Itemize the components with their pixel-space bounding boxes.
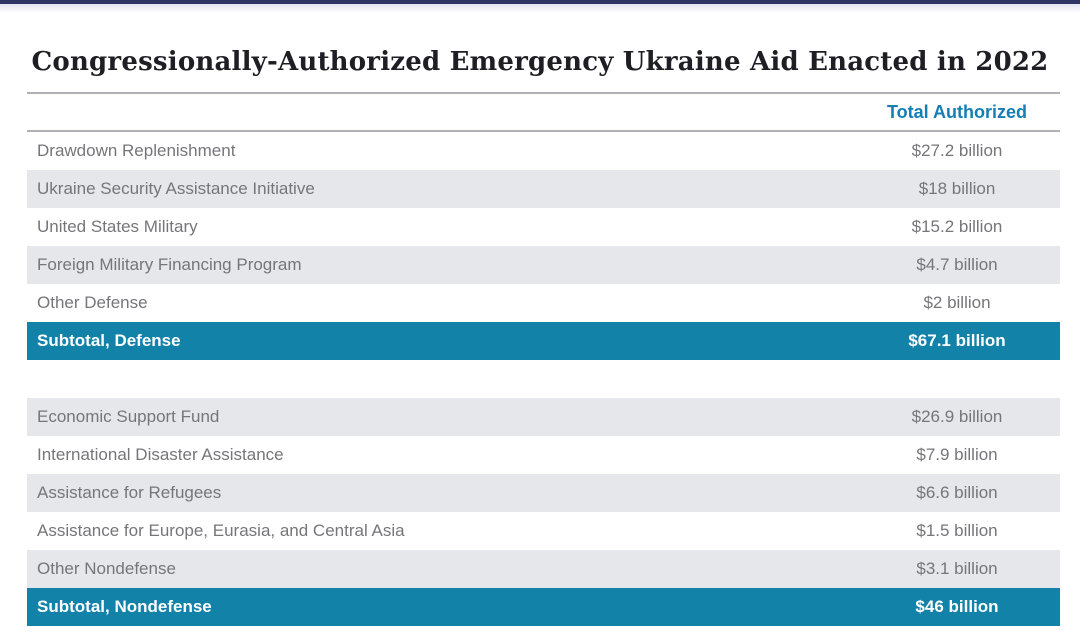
subtotal-label: Subtotal, Defense <box>37 331 181 350</box>
table-header-row: Total Authorized <box>27 92 1060 132</box>
table-row: International Disaster Assistance $7.9 b… <box>27 436 1060 474</box>
subtotal-value: $46 billion <box>915 597 999 616</box>
row-label: Drawdown Replenishment <box>37 141 236 160</box>
row-value: $15.2 billion <box>911 217 1003 236</box>
row-label: International Disaster Assistance <box>37 445 284 464</box>
row-label: Economic Support Fund <box>37 407 220 426</box>
row-value: $4.7 billion <box>916 255 998 274</box>
table-row: Other Nondefense $3.1 billion <box>27 550 1060 588</box>
row-label: Foreign Military Financing Program <box>37 255 302 274</box>
row-value: $1.5 billion <box>916 521 998 540</box>
page-title: Congressionally-Authorized Emergency Ukr… <box>31 47 1049 77</box>
row-value: $26.9 billion <box>911 407 1003 426</box>
subtotal-nondefense-row: Subtotal, Nondefense $46 billion <box>27 588 1060 626</box>
aid-table: Total Authorized Drawdown Replenishment … <box>27 92 1060 626</box>
row-value: $2 billion <box>923 293 991 312</box>
table-row: Assistance for Europe, Eurasia, and Cent… <box>27 512 1060 550</box>
row-label: Assistance for Refugees <box>37 483 222 502</box>
row-value: $6.6 billion <box>916 483 998 502</box>
subtotal-defense-row: Subtotal, Defense $67.1 billion <box>27 322 1060 360</box>
subtotal-value: $67.1 billion <box>908 331 1006 350</box>
table-row: United States Military $15.2 billion <box>27 208 1060 246</box>
row-value: $18 billion <box>918 179 996 198</box>
top-accent-bar <box>0 0 1080 4</box>
row-value: $7.9 billion <box>916 445 998 464</box>
row-label: Assistance for Europe, Eurasia, and Cent… <box>37 521 405 540</box>
row-value: $27.2 billion <box>911 141 1003 160</box>
section-gap <box>27 360 1060 398</box>
row-label: Other Nondefense <box>37 559 176 578</box>
table-row: Ukraine Security Assistance Initiative $… <box>27 170 1060 208</box>
table-row: Drawdown Replenishment $27.2 billion <box>27 132 1060 170</box>
row-label: United States Military <box>37 217 198 236</box>
table-row: Economic Support Fund $26.9 billion <box>27 398 1060 436</box>
row-label: Ukraine Security Assistance Initiative <box>37 179 315 198</box>
row-value: $3.1 billion <box>916 559 998 578</box>
table-row: Assistance for Refugees $6.6 billion <box>27 474 1060 512</box>
table-row: Foreign Military Financing Program $4.7 … <box>27 246 1060 284</box>
subtotal-label: Subtotal, Nondefense <box>37 597 212 616</box>
header-total-authorized: Total Authorized <box>887 101 1027 122</box>
top-accent-fade <box>0 4 1080 13</box>
table-row: Other Defense $2 billion <box>27 284 1060 322</box>
row-label: Other Defense <box>37 293 148 312</box>
